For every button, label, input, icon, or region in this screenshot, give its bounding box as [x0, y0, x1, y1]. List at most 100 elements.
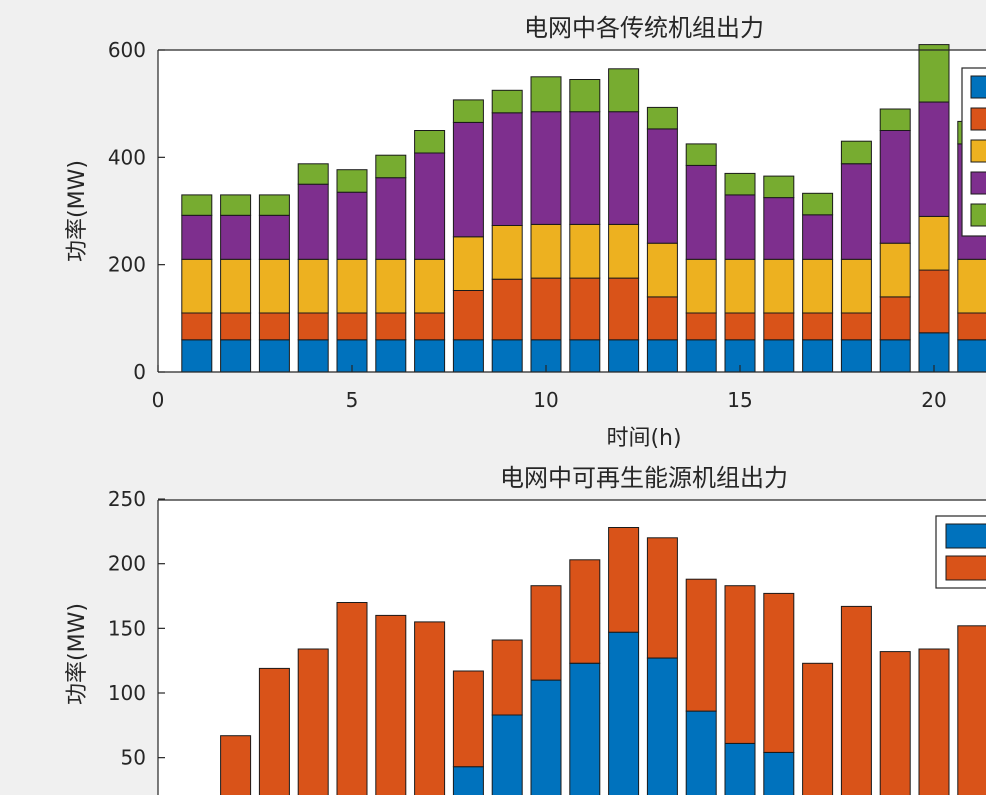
bar-c0-s5-x12 [608, 68, 640, 113]
bar-c1-s2-x8 [452, 670, 484, 768]
bar-c0-s2-x12 [608, 277, 640, 341]
bar-c0-s3-x2 [220, 258, 252, 314]
bar-c1-s1-x8 [452, 766, 484, 795]
bar-c0-s4-x16 [763, 197, 795, 260]
bar-c0-s5-x17 [802, 192, 834, 216]
bar-c0-s3-x1 [181, 258, 213, 314]
chart-top-xtick-label: 0 [152, 388, 165, 412]
bar-c0-s2-x3 [258, 312, 290, 341]
bar-c1-s1-x10 [530, 679, 562, 795]
chart-top-ytick-label: 0 [133, 360, 146, 384]
bar-c0-s2-x1 [181, 312, 213, 341]
chart-top-ytick-label: 400 [108, 145, 146, 169]
bar-c0-s4-x4 [297, 183, 329, 260]
bar-c0-s5-x16 [763, 175, 795, 199]
bar-c1-s2-x18 [840, 605, 872, 795]
bar-c0-s5-x9 [491, 89, 523, 114]
chart-bottom-title: 电网中可再生能源机组出力 [500, 464, 788, 492]
bar-c0-s5-x6 [375, 154, 407, 179]
bar-c0-s5-x18 [840, 140, 872, 165]
chart-bottom-legend-swatch-1 [945, 523, 986, 549]
bar-c0-s1-x8 [452, 339, 484, 373]
bar-c0-s1-x4 [297, 339, 329, 373]
chart-top-y-ticks: 0 200 400 600 [108, 38, 165, 384]
bar-c0-s3-x13 [646, 242, 678, 298]
bar-c0-s2-x19 [879, 296, 911, 341]
bar-c0-s4-x8 [452, 122, 484, 238]
bar-c0-s5-x8 [452, 99, 484, 123]
bar-c0-s4-x12 [608, 111, 640, 225]
chart-bottom-ytick-label: 50 [121, 746, 146, 770]
bar-c0-s4-x1 [181, 214, 213, 260]
bar-c0-s3-x8 [452, 236, 484, 292]
bar-c1-s2-x16 [763, 592, 795, 753]
bar-c0-s4-x18 [840, 163, 872, 260]
chart-top-xtick-label: 10 [533, 388, 558, 412]
chart-top-x-label: 时间(h) [606, 426, 681, 451]
bar-c0-s2-x15 [724, 312, 756, 341]
chart-bottom-legend-swatch-2 [945, 555, 986, 581]
chart-top-x-ticks: 0 5 10 15 20 [152, 365, 947, 412]
chart-top-axes [157, 49, 986, 373]
bar-c0-s1-x11 [569, 339, 601, 373]
bar-c0-s3-x4 [297, 258, 329, 314]
bar-c1-s2-x19 [879, 651, 911, 795]
bar-c0-s5-x5 [336, 169, 368, 193]
bar-c1-s2-x9 [491, 639, 523, 716]
bar-c1-s2-x3 [258, 667, 290, 795]
bar-c0-s2-x5 [336, 312, 368, 341]
chart-top: 电网中各传统机组出力 0 200 400 600 0 5 10 15 20 时间(h) 功率(… [65, 14, 986, 451]
bar-c0-s5-x20 [918, 44, 950, 103]
bar-c0-s5-x11 [569, 79, 601, 113]
bar-c0-s4-x2 [220, 214, 252, 260]
bar-c0-s3-x21 [957, 258, 986, 314]
bar-c0-s4-x9 [491, 112, 523, 226]
bar-c0-s2-x8 [452, 289, 484, 341]
chart-top-legend [961, 67, 986, 237]
bar-c0-s3-x19 [879, 242, 911, 298]
bar-c0-s4-x15 [724, 194, 756, 260]
bar-c0-s4-x6 [375, 177, 407, 260]
bar-c0-s1-x16 [763, 339, 795, 373]
bar-c0-s1-x17 [802, 339, 834, 373]
bar-c0-s1-x1 [181, 339, 213, 373]
bar-c1-s2-x5 [336, 602, 368, 795]
bar-c0-s1-x14 [685, 339, 717, 373]
bar-c0-s5-x3 [258, 194, 290, 216]
chart-top-title: 电网中各传统机组出力 [524, 14, 764, 42]
chart-top-legend-swatch-2 [970, 107, 986, 131]
bar-c0-s2-x18 [840, 312, 872, 341]
bar-c0-s3-x18 [840, 258, 872, 314]
bar-c0-s3-x11 [569, 223, 601, 279]
bar-c0-s5-x7 [414, 130, 446, 154]
chart-bottom-axes [157, 499, 986, 795]
bar-c0-s1-x3 [258, 339, 290, 373]
bar-c0-s1-x13 [646, 339, 678, 373]
bar-c1-s2-x13 [646, 537, 678, 659]
bar-c0-s3-x6 [375, 258, 407, 314]
bar-c0-s2-x17 [802, 312, 834, 341]
chart-top-legend-swatch-1 [970, 75, 986, 99]
bar-c0-s3-x10 [530, 223, 562, 279]
bar-c1-s2-x15 [724, 585, 756, 744]
chart-bottom-ytick-label: 250 [108, 487, 146, 511]
bar-c0-s2-x20 [918, 269, 950, 334]
chart-top-legend-swatch-4 [970, 171, 986, 195]
bar-c1-s1-x15 [724, 742, 756, 795]
bar-c0-s5-x4 [297, 163, 329, 185]
chart-bottom-y-label: 功率(MW) [65, 603, 90, 705]
bar-c0-s1-x2 [220, 339, 252, 373]
bar-c1-s1-x9 [491, 714, 523, 795]
bar-c0-s5-x13 [646, 106, 678, 130]
chart-bottom-ytick-label: 150 [108, 616, 146, 640]
bar-c0-s4-x19 [879, 130, 911, 244]
bar-c0-s1-x12 [608, 339, 640, 373]
bar-c1-s2-x12 [608, 527, 640, 633]
bar-c1-s2-x20 [918, 648, 950, 795]
bar-c1-s2-x14 [685, 578, 717, 712]
bar-c0-s5-x14 [685, 143, 717, 166]
chart-top-xtick-label: 20 [921, 388, 946, 412]
bar-c0-s4-x20 [918, 101, 950, 217]
chart-bottom: 电网中可再生能源机组出力 50 100 150 200 250 功率(MW) [65, 464, 986, 795]
bar-c0-s3-x7 [414, 258, 446, 314]
